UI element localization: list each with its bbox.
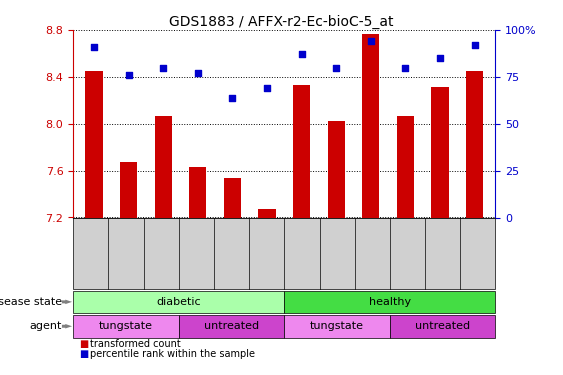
Point — [228, 94, 237, 100]
Text: GDS1883 / AFFX-r2-Ec-bioC-5_at: GDS1883 / AFFX-r2-Ec-bioC-5_at — [169, 15, 394, 29]
Point — [401, 64, 410, 70]
Point — [367, 38, 376, 44]
Text: transformed count: transformed count — [90, 339, 181, 349]
Point — [90, 44, 99, 50]
Text: percentile rank within the sample: percentile rank within the sample — [90, 350, 255, 359]
Point — [262, 85, 271, 91]
Text: tungstate: tungstate — [310, 321, 364, 331]
Text: ■: ■ — [79, 350, 88, 359]
Text: healthy: healthy — [369, 297, 411, 307]
Point — [159, 64, 168, 70]
Bar — [397, 116, 414, 218]
Point — [470, 42, 479, 48]
Bar — [293, 85, 310, 218]
Point — [124, 72, 133, 78]
Bar — [120, 162, 137, 218]
Bar — [258, 209, 276, 218]
Bar — [362, 33, 379, 218]
Bar — [224, 178, 241, 218]
Text: disease state: disease state — [0, 297, 62, 307]
Text: untreated: untreated — [415, 321, 470, 331]
Bar — [431, 87, 449, 218]
Point — [193, 70, 202, 76]
Text: tungstate: tungstate — [99, 321, 153, 331]
Bar — [466, 71, 483, 217]
Point — [332, 64, 341, 70]
Point — [436, 55, 445, 61]
Bar — [154, 116, 172, 218]
Bar — [86, 71, 102, 217]
Text: diabetic: diabetic — [157, 297, 201, 307]
Text: untreated: untreated — [204, 321, 259, 331]
Text: agent: agent — [29, 321, 62, 331]
Text: ■: ■ — [79, 339, 88, 349]
Bar — [328, 122, 345, 218]
Point — [297, 51, 306, 57]
Bar — [189, 167, 207, 217]
